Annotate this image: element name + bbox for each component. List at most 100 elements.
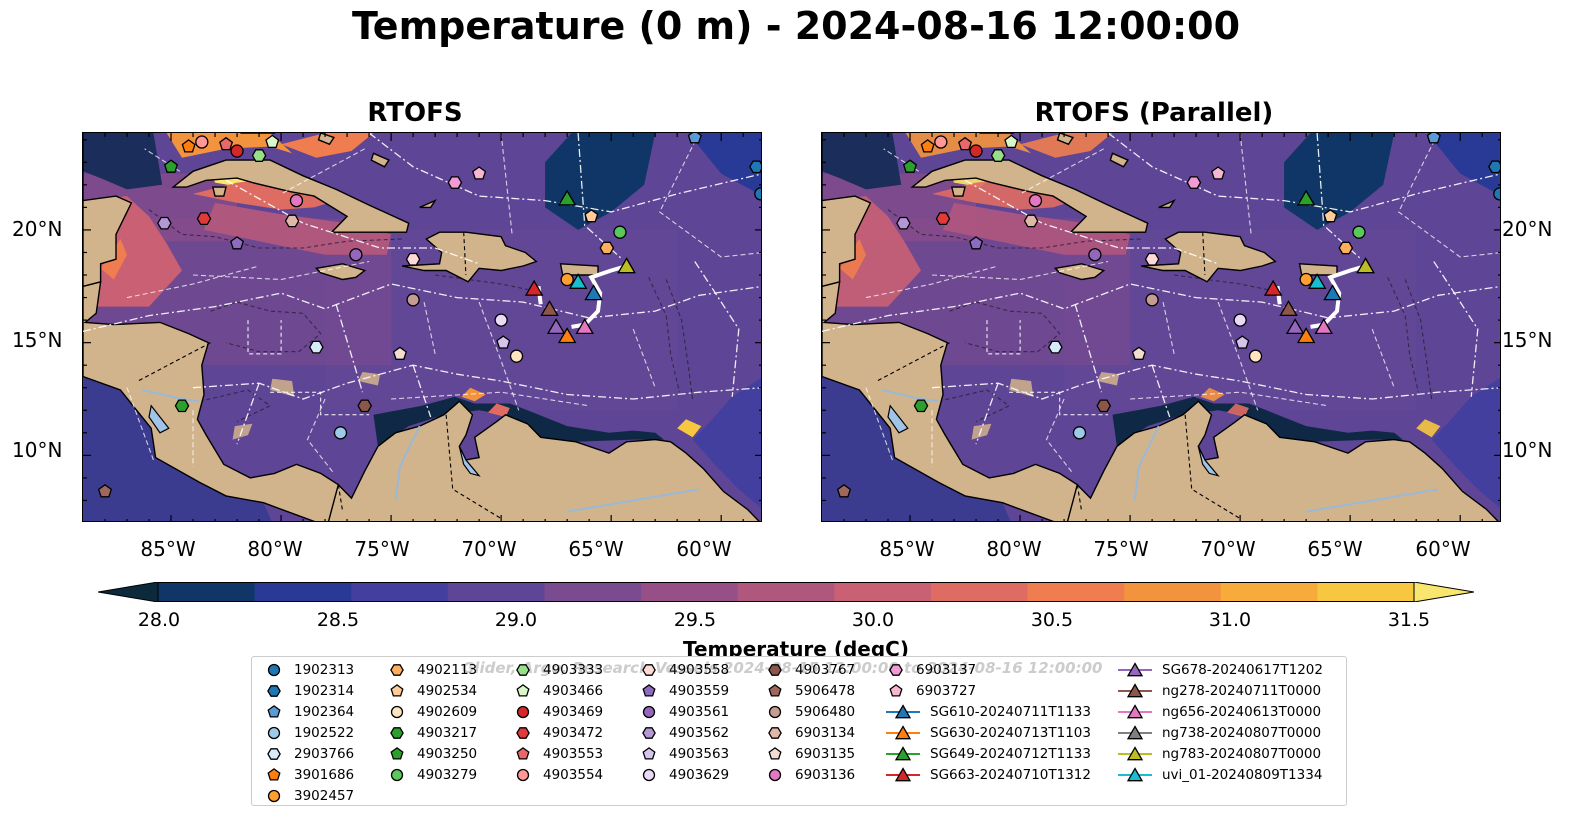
legend-symbol (1126, 703, 1144, 718)
legend-symbol (768, 768, 782, 781)
legend-symbol (390, 705, 404, 718)
colorbar-tick-29-0: 29.0 (494, 609, 538, 631)
legend-marker-triangle-icon (1118, 745, 1152, 760)
legend-symbol (390, 683, 404, 697)
legend-symbol (889, 663, 903, 676)
legend-label: 3901686 (294, 766, 355, 783)
legend-item: 4903472 (513, 722, 603, 743)
colorbar-segment (1124, 582, 1222, 602)
lat-label-10n-left: 10°N (12, 438, 63, 462)
legend-symbol (267, 704, 281, 718)
legend-label: ng783-20240807T0000 (1162, 745, 1322, 762)
legend-marker-hexagon-icon (642, 663, 656, 676)
map-marker-3902457 (1299, 272, 1313, 287)
map-marker-4903767 (1096, 399, 1112, 413)
legend-marker-pentagon-icon (267, 704, 281, 718)
legend-label: 5906480 (795, 703, 856, 720)
map-marker-4903559 (969, 236, 984, 250)
colorbar-segment (544, 582, 642, 602)
legend-label: 6903137 (916, 661, 977, 678)
legend-item: 4903554 (513, 764, 603, 785)
map-marker-4903562 (157, 216, 172, 230)
legend-marker-pentagon-icon (390, 683, 404, 697)
legend-item: 4902609 (387, 701, 477, 722)
map-marker-sg678-20240617t1202 (546, 318, 566, 335)
map-marker-4903554 (195, 135, 209, 149)
legend-label: 6903134 (795, 724, 856, 741)
map-panel-rtofs-parallel[interactable] (821, 132, 1501, 522)
legend-label: SG649-20240712T1133 (930, 745, 1091, 762)
map-marker-4903629 (1233, 313, 1247, 327)
legend-symbol (1126, 661, 1144, 676)
legend-marker-hexagon-icon (642, 726, 656, 739)
lon-label-70w-right: 70°W (1200, 537, 1256, 561)
legend-label: 4903563 (669, 745, 730, 762)
legend-symbol (1126, 745, 1144, 760)
map-marker-sg630-20240713t1103 (557, 327, 577, 344)
legend-label: 1902313 (294, 661, 355, 678)
legend-item: 4903767 (765, 659, 855, 680)
legend-label: SG610-20240711T1133 (930, 703, 1091, 720)
map-marker-4903250 (163, 159, 179, 173)
map-marker-6903134 (1023, 214, 1039, 228)
map-marker-3902457 (560, 272, 574, 287)
map-marker-4903333 (990, 149, 1006, 162)
legend-symbol (642, 746, 656, 760)
colorbar-tick-30-0: 30.0 (851, 609, 895, 631)
lon-label-80w-left: 80°W (247, 537, 303, 561)
legend-symbol (267, 684, 281, 697)
map-marker-ng656-20240613t0000 (1314, 318, 1334, 335)
legend-item: SG663-20240710T1312 (886, 764, 1091, 785)
map-marker-6903136 (1028, 193, 1043, 208)
legend-item: 4902113 (387, 659, 477, 680)
map-marker-5906480 (1145, 293, 1159, 307)
legend-label: 4903767 (795, 661, 856, 678)
map-marker-4902113 (1338, 241, 1354, 255)
colorbar (98, 582, 1474, 602)
map-marker-ng783-20240807t0000 (1356, 257, 1375, 274)
colorbar-segment (1220, 582, 1318, 602)
legend-marker-triangle-icon (1118, 661, 1152, 676)
colorbar-segment (254, 582, 352, 602)
lat-label-20n-left: 20°N (12, 217, 63, 241)
legend-column: 4903767 5906478 5906480 6903134 6903135 69031… (765, 659, 855, 785)
colorbar-tick-31-5: 31.5 (1387, 609, 1431, 631)
legend-label: 6903136 (795, 766, 856, 783)
legend-marker-circle-icon (516, 705, 530, 718)
lon-label-60w-left: 60°W (676, 537, 732, 561)
legend-symbol (642, 726, 656, 739)
legend-item: 5906480 (765, 701, 855, 722)
legend-label: 4903629 (669, 766, 730, 783)
legend-symbol (267, 789, 281, 802)
map-panel-rtofs[interactable] (82, 132, 762, 522)
legend-item: ng278-20240711T0000 (1118, 680, 1323, 701)
legend-item: 1902314 (264, 680, 354, 701)
map-marker-4903558 (405, 252, 421, 266)
map-marker-4903466 (1004, 134, 1019, 149)
legend-label: 4903217 (417, 724, 478, 741)
legend-item: 4903562 (639, 722, 729, 743)
map-marker-6903135 (392, 346, 407, 360)
map-marker-5906478 (836, 483, 852, 498)
legend-marker-circle-icon (267, 726, 281, 739)
legend-symbol (516, 663, 530, 676)
legend-item: SG649-20240712T1133 (886, 743, 1091, 764)
map-marker-sg610-20240711t1133 (584, 284, 603, 301)
map-marker-4903217 (174, 399, 190, 413)
map-marker-6903136 (289, 193, 304, 208)
legend-item: 3901686 (264, 764, 354, 785)
legend-item: 6903135 (765, 743, 855, 764)
legend-item: 5906478 (765, 680, 855, 701)
colorbar-segment (1317, 582, 1415, 602)
legend-label: 4903472 (543, 724, 604, 741)
legend-item: 6903136 (765, 764, 855, 785)
colorbar-segment (834, 582, 932, 602)
legend-symbol (894, 703, 912, 718)
map-marker-4903469 (230, 144, 244, 158)
legend-symbol (768, 683, 782, 697)
map-marker-ng278-20240711t0000 (540, 300, 559, 317)
map-marker-1902314 (749, 160, 761, 174)
legend-label: 4903250 (417, 745, 478, 762)
legend-item: 6903137 (886, 659, 1091, 680)
colorbar-segment (447, 582, 545, 602)
